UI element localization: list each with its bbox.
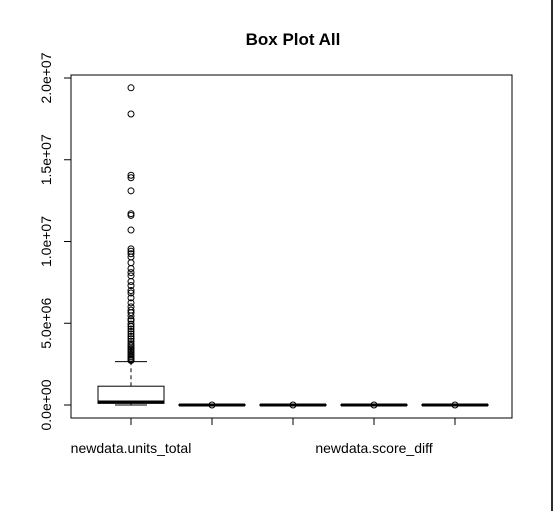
- outlier-point: [127, 269, 135, 277]
- outlier-point: [127, 327, 135, 335]
- outlier-point: [127, 187, 135, 195]
- x-axis: newdata.units_total newdata.score_diff: [71, 417, 456, 456]
- outlier-point: [127, 245, 135, 253]
- y-axis: 0.0e+00 5.0e+06 1.0e+07 1.5e+07 2.0e+07: [38, 52, 72, 431]
- box-1: [97, 84, 165, 406]
- outlier-point: [127, 226, 135, 234]
- outlier-point: [127, 330, 135, 338]
- plot-frame: [70, 74, 513, 419]
- box-series: [97, 84, 489, 409]
- outlier-point: [127, 323, 135, 331]
- outlier-point: [127, 84, 135, 92]
- outlier-point: [127, 357, 135, 365]
- outlier-point: [127, 294, 135, 302]
- window-edge: [551, 0, 553, 511]
- x-tick-label: newdata.score_diff: [315, 440, 432, 456]
- outlier-point: [127, 282, 135, 290]
- y-tick-label: 2.0e+07: [38, 52, 54, 103]
- outlier-point: [127, 325, 135, 333]
- outlier-point: [127, 309, 135, 317]
- y-tick-label: 5.0e+06: [38, 298, 54, 349]
- box-4: [340, 401, 408, 409]
- y-tick-label: 1.0e+07: [38, 216, 54, 267]
- outlier-point: [127, 171, 135, 179]
- outlier-point: [127, 312, 135, 320]
- y-tick-label: 1.5e+07: [38, 134, 54, 185]
- outlier-point: [127, 110, 135, 118]
- outlier-point: [127, 335, 135, 343]
- outlier-point: [127, 250, 135, 258]
- outlier-point: [127, 278, 135, 286]
- box-5: [421, 401, 489, 409]
- outlier-point: [289, 401, 297, 409]
- outlier-point: [127, 259, 135, 267]
- outlier-point: [370, 401, 378, 409]
- outlier-point: [451, 401, 459, 409]
- outlier-point: [127, 174, 135, 182]
- outlier-point: [127, 264, 135, 272]
- chart-title: Box Plot All: [246, 30, 341, 49]
- outlier-point: [127, 299, 135, 307]
- outlier-point: [127, 287, 135, 295]
- outlier-point: [208, 401, 216, 409]
- outlier-point: [127, 289, 135, 297]
- y-tick-label: 0.0e+00: [38, 379, 54, 430]
- box-3: [259, 401, 327, 409]
- outlier-point: [127, 211, 135, 219]
- outlier-point: [127, 320, 135, 328]
- box-2: [178, 401, 246, 409]
- outlier-point: [127, 332, 135, 340]
- x-tick-label: newdata.units_total: [71, 440, 192, 456]
